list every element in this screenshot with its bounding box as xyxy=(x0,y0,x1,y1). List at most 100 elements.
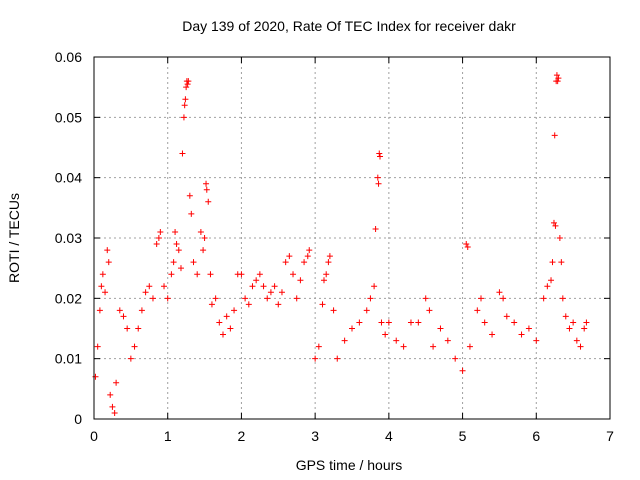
y-tick-label: 0.03 xyxy=(55,230,82,246)
data-point xyxy=(566,325,573,332)
y-tick-label: 0.04 xyxy=(55,170,82,186)
data-point xyxy=(540,295,547,302)
data-point xyxy=(511,319,518,326)
x-tick-label: 2 xyxy=(238,428,246,444)
data-point xyxy=(415,319,422,326)
data-point xyxy=(223,313,230,320)
data-point xyxy=(356,319,363,326)
data-point xyxy=(577,343,584,350)
data-point xyxy=(177,265,184,272)
data-point xyxy=(297,277,304,284)
data-point xyxy=(286,253,293,260)
data-point xyxy=(393,337,400,344)
data-point xyxy=(293,295,300,302)
data-point xyxy=(463,241,470,248)
axis-ticks xyxy=(93,56,611,420)
data-point xyxy=(197,228,204,235)
data-point xyxy=(271,283,278,290)
data-point xyxy=(481,319,488,326)
data-point xyxy=(559,295,566,302)
x-tick-label: 1 xyxy=(164,428,172,444)
data-point xyxy=(92,373,99,380)
data-point xyxy=(325,259,332,266)
data-points xyxy=(92,72,590,416)
data-point xyxy=(459,367,466,374)
data-point xyxy=(99,271,106,278)
data-point xyxy=(312,355,319,362)
data-point xyxy=(503,313,510,320)
data-point xyxy=(173,241,180,248)
data-point xyxy=(131,343,138,350)
data-point xyxy=(573,337,580,344)
data-point xyxy=(124,325,131,332)
data-point xyxy=(282,259,289,266)
data-point xyxy=(304,253,311,260)
data-point xyxy=(374,174,381,181)
data-point xyxy=(142,289,149,296)
data-point xyxy=(552,222,559,229)
data-point xyxy=(371,283,378,290)
data-point xyxy=(205,198,212,205)
data-point xyxy=(581,325,588,332)
data-point xyxy=(301,259,308,266)
data-point xyxy=(170,259,177,266)
data-point xyxy=(264,295,271,302)
data-point xyxy=(320,277,327,284)
data-point xyxy=(249,283,256,290)
data-point xyxy=(549,259,556,266)
data-point xyxy=(553,72,560,79)
data-point xyxy=(183,84,190,91)
data-point xyxy=(94,343,101,350)
data-point xyxy=(96,307,103,314)
data-point xyxy=(188,210,195,217)
data-point xyxy=(385,319,392,326)
y-tick-label: 0 xyxy=(74,411,82,427)
data-point xyxy=(363,307,370,314)
data-point xyxy=(437,325,444,332)
data-point xyxy=(349,325,355,332)
y-tick-label: 0.02 xyxy=(55,290,82,306)
data-point xyxy=(382,331,389,338)
x-tick-label: 7 xyxy=(606,428,614,444)
data-point xyxy=(544,283,551,290)
data-point xyxy=(496,289,503,296)
data-point xyxy=(334,355,341,362)
data-point xyxy=(181,102,188,109)
data-point xyxy=(290,271,297,278)
data-point xyxy=(489,331,496,338)
data-point xyxy=(315,343,322,350)
data-point xyxy=(157,228,164,235)
data-point xyxy=(556,235,563,241)
data-point xyxy=(377,153,384,160)
data-point xyxy=(267,289,274,296)
data-point xyxy=(341,337,348,344)
data-point xyxy=(105,259,112,266)
data-point xyxy=(245,301,252,308)
data-point xyxy=(430,343,437,350)
data-point xyxy=(107,391,114,398)
data-point xyxy=(500,295,507,302)
data-point xyxy=(306,247,313,254)
data-point xyxy=(102,289,109,296)
data-point xyxy=(400,343,407,350)
data-point xyxy=(474,307,481,314)
data-point xyxy=(186,192,193,199)
data-point xyxy=(452,355,459,362)
data-point xyxy=(550,219,557,226)
x-tick-label: 4 xyxy=(385,428,393,444)
data-point xyxy=(376,150,383,157)
grid-lines xyxy=(94,57,610,419)
data-point xyxy=(533,337,540,344)
data-point xyxy=(278,289,285,296)
x-tick-label: 6 xyxy=(532,428,540,444)
data-point xyxy=(330,307,337,314)
data-point xyxy=(570,319,577,326)
data-point xyxy=(242,295,249,302)
data-point xyxy=(220,331,226,338)
data-point xyxy=(138,307,145,314)
data-point xyxy=(227,325,234,332)
data-point xyxy=(175,247,182,254)
data-point xyxy=(203,180,210,187)
data-point xyxy=(153,241,160,248)
x-tick-label: 5 xyxy=(459,428,467,444)
